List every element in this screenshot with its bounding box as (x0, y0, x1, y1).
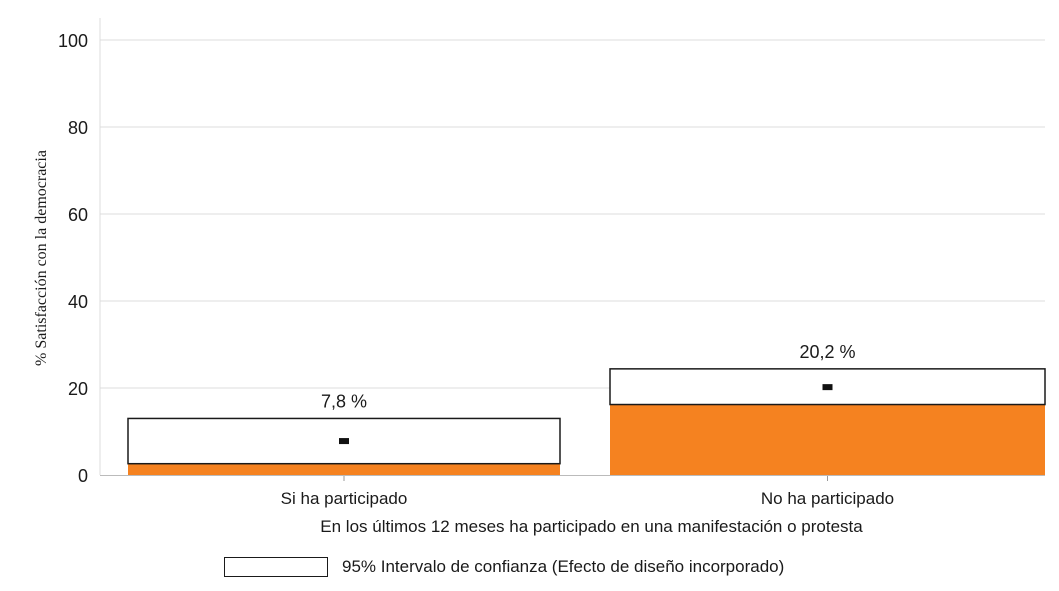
bar (610, 404, 1045, 475)
data-label: 7,8 % (321, 391, 367, 411)
y-tick-label: 40 (68, 292, 88, 312)
point-estimate-marker (822, 384, 833, 391)
y-tick-label: 80 (68, 118, 88, 138)
x-tick-label: No ha participado (761, 489, 894, 508)
legend: 95% Intervalo de confianza (Efecto de di… (224, 557, 784, 577)
x-tick-label: Si ha participado (281, 489, 408, 508)
y-tick-label: 100 (58, 31, 88, 51)
legend-ci-swatch (224, 557, 328, 577)
legend-label: 95% Intervalo de confianza (Efecto de di… (342, 557, 785, 576)
y-tick-label: 60 (68, 205, 88, 225)
y-tick-label: 20 (68, 379, 88, 399)
x-axis-title: En los últimos 12 meses ha participado e… (320, 517, 863, 536)
bar (128, 463, 560, 475)
y-axis-label: % Satisfacción con la democracia (33, 150, 50, 366)
point-estimate-marker (339, 438, 349, 445)
data-label: 20,2 % (799, 342, 855, 362)
ci-box (127, 417, 561, 465)
y-tick-label: 0 (78, 466, 88, 486)
